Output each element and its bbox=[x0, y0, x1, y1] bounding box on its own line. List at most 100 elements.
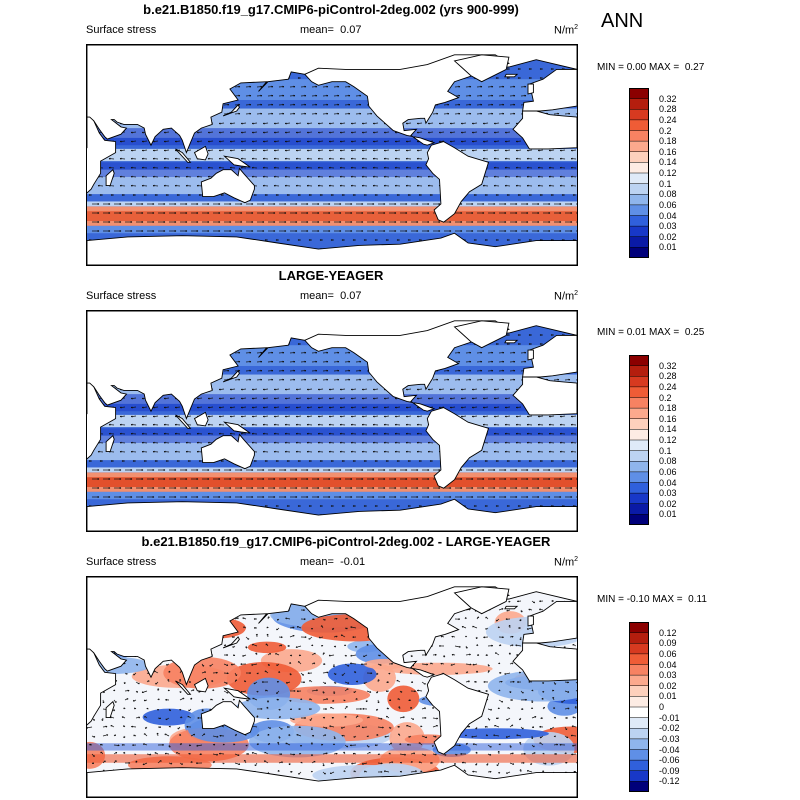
colorbar-tick-label: 0.24 bbox=[659, 114, 677, 125]
panel-1-units: N/m2 bbox=[554, 24, 579, 37]
colorbar-swatch bbox=[629, 236, 649, 248]
colorbar-swatch bbox=[629, 696, 649, 708]
colorbar-tick-label: 0.01 bbox=[659, 691, 677, 702]
panel-1-colorbar bbox=[629, 88, 649, 259]
colorbar-swatch bbox=[629, 461, 649, 473]
colorbar-swatch bbox=[629, 770, 649, 782]
colorbar-tick-label: -0.02 bbox=[659, 723, 680, 734]
panel-3-map bbox=[86, 576, 578, 798]
colorbar-swatch bbox=[629, 130, 649, 142]
colorbar-tick-label: 0.24 bbox=[659, 381, 677, 392]
panel-1-field-label: Surface stress bbox=[86, 24, 157, 36]
panel-2-colorbar bbox=[629, 355, 649, 526]
colorbar-tick-label: 0.06 bbox=[659, 648, 677, 659]
colorbar-tick-label: 0.28 bbox=[659, 371, 677, 382]
colorbar-tick-label: 0.1 bbox=[659, 445, 672, 456]
colorbar-tick-label: 0.09 bbox=[659, 638, 677, 649]
colorbar-tick-label: 0.14 bbox=[659, 424, 677, 435]
colorbar-tick-label: 0.14 bbox=[659, 157, 677, 168]
colorbar-swatch bbox=[629, 493, 649, 505]
panel-2-units: N/m2 bbox=[554, 290, 579, 303]
panel-1-title: b.e21.B1850.f19_g17.CMIP6-piControl-2deg… bbox=[143, 2, 519, 17]
colorbar-swatch bbox=[629, 418, 649, 430]
colorbar-tick-label: 0.16 bbox=[659, 146, 677, 157]
colorbar-tick-label: 0.16 bbox=[659, 413, 677, 424]
colorbar-swatch bbox=[629, 781, 649, 793]
colorbar-tick-label: 0.18 bbox=[659, 403, 677, 414]
colorbar-tick-label: 0.32 bbox=[659, 360, 677, 371]
colorbar-tick-label: -0.06 bbox=[659, 755, 680, 766]
colorbar-swatch bbox=[629, 632, 649, 644]
colorbar-swatch bbox=[629, 471, 649, 483]
colorbar-tick-label: 0.28 bbox=[659, 104, 677, 115]
colorbar-swatch bbox=[629, 653, 649, 665]
panel-3-title: b.e21.B1850.f19_g17.CMIP6-piControl-2deg… bbox=[141, 534, 551, 549]
colorbar-tick-label: -0.09 bbox=[659, 765, 680, 776]
colorbar-swatch bbox=[629, 365, 649, 377]
colorbar-swatch bbox=[629, 162, 649, 174]
colorbar-swatch bbox=[629, 119, 649, 131]
colorbar-swatch bbox=[629, 204, 649, 216]
colorbar-swatch bbox=[629, 355, 649, 366]
panel-3-field-label: Surface stress bbox=[86, 556, 157, 568]
colorbar-tick-label: 0.06 bbox=[659, 466, 677, 477]
colorbar-tick-label: 0.12 bbox=[659, 168, 677, 178]
colorbar-swatch bbox=[629, 717, 649, 729]
colorbar-tick-label: 0.03 bbox=[659, 488, 677, 499]
colorbar-tick-label: 0.32 bbox=[659, 93, 677, 104]
colorbar-tick-label: 0.1 bbox=[659, 178, 672, 189]
colorbar-swatch bbox=[629, 151, 649, 163]
panel-3-mean: mean= -0.01 bbox=[300, 556, 366, 568]
colorbar-tick-label: -0.03 bbox=[659, 733, 680, 744]
colorbar-tick-label: -0.01 bbox=[659, 712, 680, 723]
colorbar-tick-label: 0.06 bbox=[659, 199, 677, 210]
colorbar-swatch bbox=[629, 643, 649, 655]
colorbar-swatch bbox=[629, 88, 649, 99]
colorbar-tick-label: 0.08 bbox=[659, 189, 677, 200]
colorbar-swatch bbox=[629, 760, 649, 772]
colorbar-swatch bbox=[629, 440, 649, 451]
band-light-south bbox=[87, 169, 577, 195]
colorbar-swatch bbox=[629, 194, 649, 206]
band-equator bbox=[87, 148, 577, 162]
colorbar-swatch bbox=[629, 675, 649, 687]
colorbar-tick-label: 0.2 bbox=[659, 392, 672, 403]
colorbar-swatch bbox=[629, 141, 649, 153]
panel-2-field-label: Surface stress bbox=[86, 290, 157, 302]
continents bbox=[87, 577, 577, 797]
colorbar-tick-label: 0.02 bbox=[659, 680, 677, 691]
colorbar-swatch bbox=[629, 247, 649, 259]
colorbar-tick-label: 0 bbox=[659, 702, 665, 712]
colorbar-swatch bbox=[629, 728, 649, 740]
colorbar-swatch bbox=[629, 450, 649, 462]
colorbar-tick-label: 0.01 bbox=[659, 509, 677, 520]
colorbar-tick-label: 0.2 bbox=[659, 125, 672, 136]
colorbar-tick-label: 0.18 bbox=[659, 136, 677, 147]
colorbar-tick-label: 0.02 bbox=[659, 231, 677, 242]
colorbar-tick-label: 0.04 bbox=[659, 659, 677, 670]
colorbar-swatch bbox=[629, 749, 649, 761]
colorbar-tick-label: -0.04 bbox=[659, 744, 680, 755]
colorbar-swatch bbox=[629, 664, 649, 676]
colorbar-tick-label: 0.01 bbox=[659, 242, 677, 253]
panel-3-minmax: MIN = -0.10 MAX = 0.11 bbox=[597, 594, 707, 605]
band-equator bbox=[87, 414, 577, 428]
colorbar-swatch bbox=[629, 429, 649, 441]
colorbar-swatch bbox=[629, 408, 649, 420]
panel-3-units: N/m2 bbox=[554, 556, 579, 569]
panel-3-colorbar-labels: 0.12 0.09 0.06 0.04 0.03 0.02 0.01 0 -0.01 -0.02-… bbox=[659, 622, 699, 792]
panel-1-colorbar-labels: 0.32 0.28 0.24 0.2 0.18 0.16 0.14 0.12 0.1 0.08 0.… bbox=[659, 88, 699, 258]
colorbar-swatch bbox=[629, 514, 649, 526]
panel-1-minmax: MIN = 0.00 MAX = 0.27 bbox=[597, 62, 705, 73]
panel-3-colorbar bbox=[629, 622, 649, 793]
panel-2-map bbox=[86, 310, 578, 532]
colorbar-tick-label: 0.03 bbox=[659, 221, 677, 232]
colorbar-swatch bbox=[629, 109, 649, 121]
colorbar-swatch bbox=[629, 482, 649, 494]
colorbar-swatch bbox=[629, 98, 649, 110]
colorbar-tick-label: -0.12 bbox=[659, 776, 680, 787]
colorbar-tick-label: 0.04 bbox=[659, 477, 677, 488]
colorbar-tick-label: 0.03 bbox=[659, 670, 677, 681]
colorbar-swatch bbox=[629, 738, 649, 750]
colorbar-swatch bbox=[629, 503, 649, 515]
